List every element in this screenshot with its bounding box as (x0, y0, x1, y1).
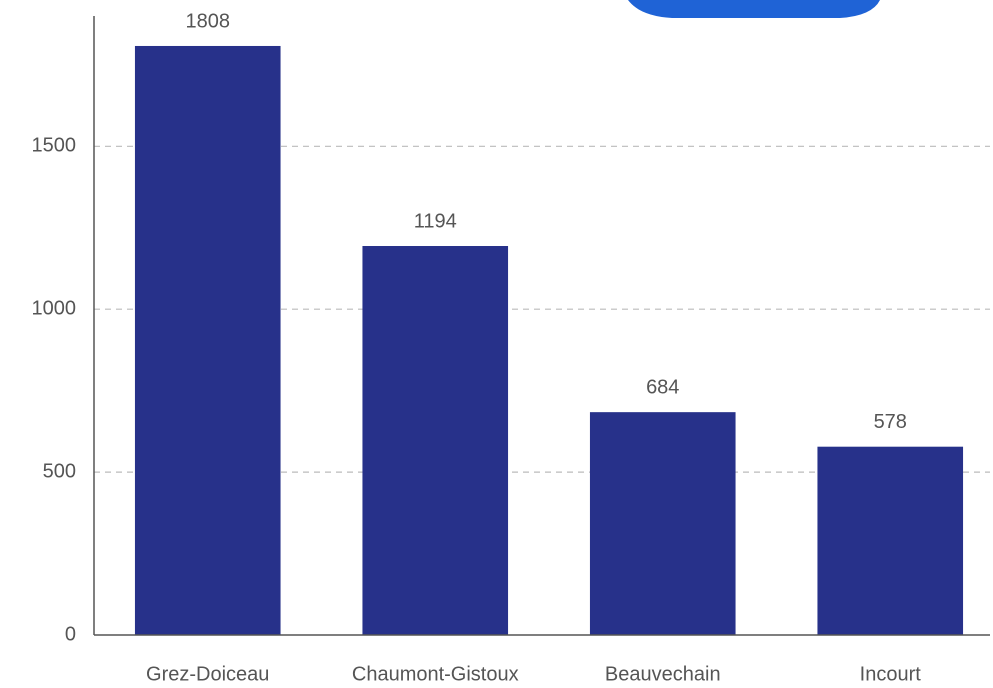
value-label: 1808 (186, 10, 231, 32)
value-label: 684 (646, 376, 679, 398)
x-tick-label: Beauvechain (605, 663, 721, 685)
x-tick-label: Grez-Doiceau (146, 663, 269, 685)
x-tick-label: Incourt (860, 663, 922, 685)
y-tick-label: 500 (43, 460, 76, 482)
value-label: 578 (874, 411, 907, 433)
y-tick-label: 0 (65, 623, 76, 645)
bar (589, 412, 736, 635)
bar (362, 246, 509, 635)
y-tick-label: 1000 (32, 297, 77, 319)
decorative-image (628, 0, 880, 18)
x-tick-label: Chaumont-Gistoux (352, 663, 519, 685)
value-label: 1194 (414, 210, 457, 232)
bar (134, 45, 281, 635)
y-tick-label: 1500 (32, 135, 77, 157)
bar (817, 446, 964, 635)
